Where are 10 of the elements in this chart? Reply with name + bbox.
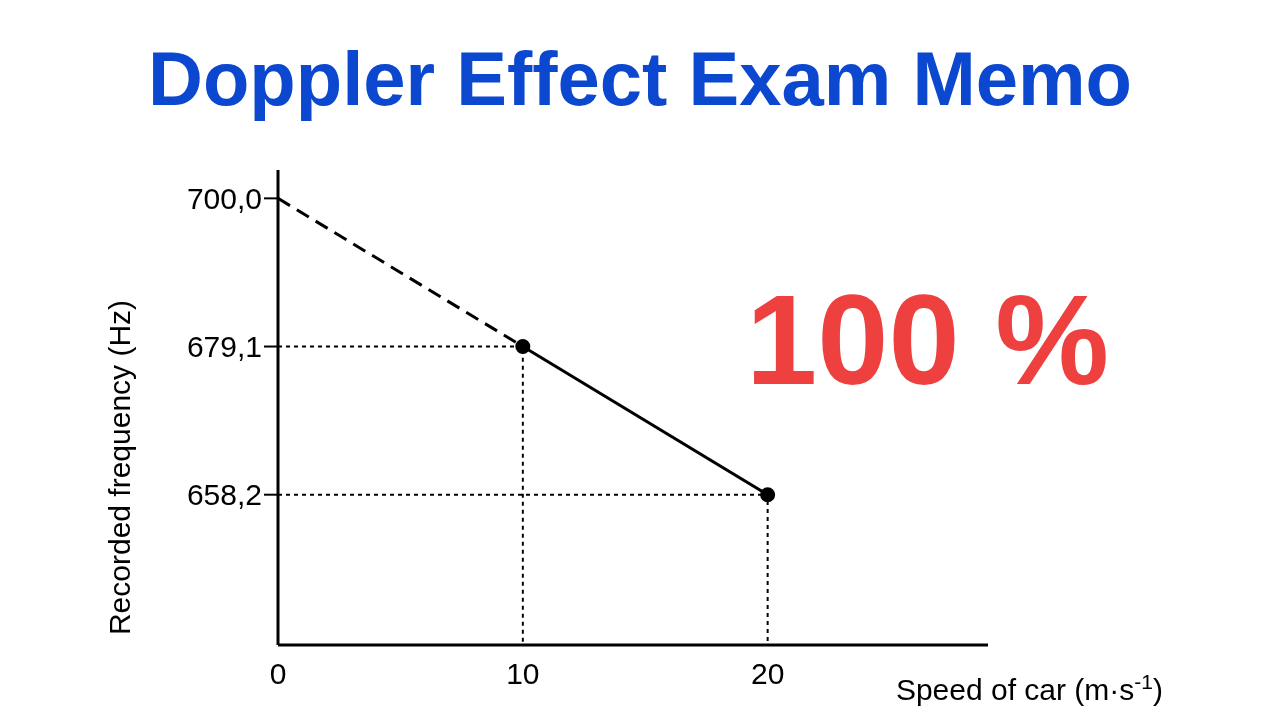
x-tick-label: 20 bbox=[750, 657, 785, 691]
y-tick-label: 700,0 bbox=[186, 182, 262, 216]
y-tick-label: 679,1 bbox=[186, 330, 262, 364]
annotation: 100 % bbox=[746, 268, 1109, 411]
y-tick-label: 658,2 bbox=[186, 478, 262, 512]
x-tick-label: 0 bbox=[269, 657, 287, 691]
x-tick-label: 10 bbox=[506, 657, 540, 691]
x-axis-title: Speed of car (m·s$^{-1}$) bbox=[895, 669, 1163, 706]
chart-title: Doppler Effect Exam Memo bbox=[147, 35, 1133, 123]
y-axis-title: Recorded frequency (Hz) bbox=[103, 299, 136, 636]
